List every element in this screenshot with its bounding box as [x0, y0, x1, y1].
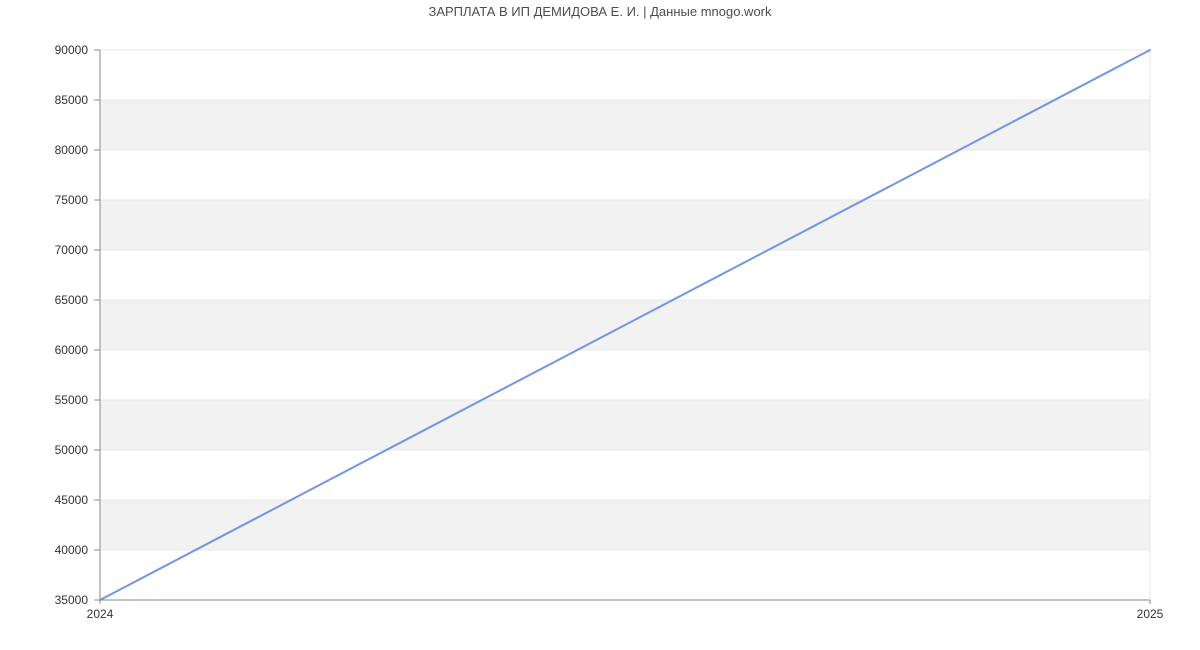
- plot-band: [100, 250, 1150, 300]
- y-tick-label: 70000: [55, 243, 89, 257]
- plot-band: [100, 450, 1150, 500]
- y-tick-label: 65000: [55, 293, 89, 307]
- data-series: [99, 49, 1151, 601]
- axis-labels: 35000 40000 45000 50000 55000 60000 65000 70000…: [55, 43, 1164, 621]
- y-tick-label: 50000: [55, 443, 89, 457]
- x-tick-label: 2025: [1137, 607, 1164, 621]
- x-tick-label: 2024: [87, 607, 114, 621]
- plot-band: [100, 150, 1150, 200]
- axes: [94, 49, 1151, 604]
- plot-band: [100, 550, 1150, 600]
- plot-band: [100, 100, 1150, 150]
- y-tick-label: 90000: [55, 43, 89, 57]
- plot-band: [100, 50, 1150, 100]
- y-tick-label: 45000: [55, 493, 89, 507]
- plot-band: [100, 400, 1150, 450]
- salary-line: [99, 49, 1151, 601]
- chart-title: ЗАРПЛАТА В ИП ДЕМИДОВА Е. И. | Данные mn…: [428, 4, 772, 19]
- y-tick-label: 60000: [55, 343, 89, 357]
- y-tick-label: 80000: [55, 143, 89, 157]
- y-tick-label: 55000: [55, 393, 89, 407]
- plot-bands: [100, 50, 1150, 600]
- plot-band: [100, 350, 1150, 400]
- y-tick-label: 85000: [55, 93, 89, 107]
- plot-band: [100, 500, 1150, 550]
- plot-band: [100, 200, 1150, 250]
- y-tick-label: 35000: [55, 593, 89, 607]
- y-tick-label: 75000: [55, 193, 89, 207]
- y-tick-label: 40000: [55, 543, 89, 557]
